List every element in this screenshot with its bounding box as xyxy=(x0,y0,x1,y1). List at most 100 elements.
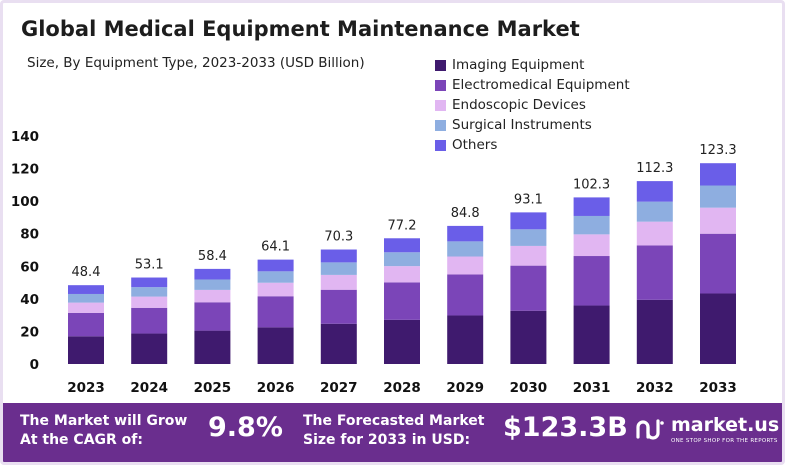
legend-swatch xyxy=(435,99,446,111)
x-tick-label: 2023 xyxy=(67,380,105,396)
bar-segment xyxy=(700,293,736,364)
bar-segment xyxy=(68,302,104,313)
x-tick-label: 2033 xyxy=(699,380,737,396)
cagr-label-line2: At the CAGR of: xyxy=(20,432,143,448)
bar-total-label: 64.1 xyxy=(261,240,290,255)
brand-name: market.us xyxy=(671,414,780,436)
bar-segment xyxy=(636,221,673,246)
bar-segment xyxy=(68,336,104,364)
bar-segment xyxy=(510,310,547,364)
bar-segment xyxy=(131,287,168,297)
bar-segment xyxy=(257,282,294,297)
bar-segment xyxy=(573,197,610,216)
y-tick-label: 0 xyxy=(30,357,39,373)
bar-segment xyxy=(194,279,231,290)
bar-total-label: 112.3 xyxy=(636,161,673,176)
x-tick-label: 2025 xyxy=(194,380,232,396)
bar-segment xyxy=(257,327,294,364)
bar-segment xyxy=(320,323,357,364)
footer-banner: The Market will Grow At the CAGR of: 9.8… xyxy=(3,403,782,462)
stacked-bar-chart: 0 20 40 60 80 100 120 140 48.4 2023 53.1 2024 58.4 20… xyxy=(11,129,737,396)
bar-segment xyxy=(320,249,357,263)
forecast-value: $123.3B xyxy=(503,412,628,443)
forecast-label-line2: Size for 2033 in USD: xyxy=(303,432,471,448)
y-tick-label: 40 xyxy=(20,292,39,308)
legend-label: Electromedical Equipment xyxy=(452,77,630,93)
bar-segment xyxy=(194,302,231,331)
chart-legend: Imaging Equipment Electromedical Equipmen… xyxy=(435,55,630,155)
bar-segment xyxy=(700,233,736,294)
bar-segment xyxy=(510,212,547,230)
legend-item: Endoscopic Devices xyxy=(435,95,630,115)
legend-item: Others xyxy=(435,135,630,155)
legend-label: Surgical Instruments xyxy=(452,117,592,133)
bar-segment xyxy=(573,215,610,235)
bar-segment xyxy=(447,274,484,316)
bar-segment xyxy=(447,256,484,275)
bar-segment xyxy=(131,307,168,334)
x-tick-label: 2030 xyxy=(510,380,548,396)
bar-segment xyxy=(510,229,547,246)
market-us-logo-icon xyxy=(636,419,664,440)
brand-tagline: ONE STOP SHOP FOR THE REPORTS xyxy=(671,438,778,444)
bar-total-label: 77.2 xyxy=(388,218,417,233)
bar-total-label: 70.3 xyxy=(324,230,353,245)
bar-segment xyxy=(700,163,736,186)
bar-segment xyxy=(510,245,547,266)
legend-label: Imaging Equipment xyxy=(452,57,585,73)
x-tick-label: 2027 xyxy=(320,380,358,396)
bar-segment xyxy=(194,330,231,364)
bar-segment xyxy=(573,234,610,257)
bar-total-label: 58.4 xyxy=(198,249,227,264)
x-tick-label: 2029 xyxy=(446,380,484,396)
bar-segment xyxy=(131,296,168,308)
bar-segment xyxy=(384,266,420,283)
bar-segment xyxy=(447,241,484,257)
legend-swatch xyxy=(435,119,446,131)
bar-segment xyxy=(131,333,168,364)
y-tick-label: 20 xyxy=(20,324,39,340)
y-tick-label: 100 xyxy=(11,194,39,210)
y-tick-label: 60 xyxy=(20,259,39,275)
bar-segment xyxy=(636,245,673,300)
bar-segment xyxy=(131,277,168,288)
bar-segment xyxy=(384,282,420,320)
bar-segment xyxy=(384,319,420,364)
bar-total-label: 48.4 xyxy=(72,265,101,280)
bar-segment xyxy=(257,259,294,272)
bar-segment xyxy=(257,296,294,328)
bar-segment xyxy=(320,274,357,290)
legend-swatch xyxy=(435,59,446,71)
x-tick-label: 2026 xyxy=(257,380,295,396)
chart-title: Global Medical Equipment Maintenance Mar… xyxy=(21,17,580,41)
bar-segment xyxy=(700,185,736,208)
bar-segment xyxy=(257,271,294,283)
bar-segment xyxy=(447,225,484,242)
y-tick-label: 120 xyxy=(11,162,39,178)
x-tick-label: 2028 xyxy=(383,380,421,396)
legend-swatch xyxy=(435,139,446,151)
bar-segment xyxy=(573,256,610,306)
bar-segment xyxy=(636,201,673,222)
forecast-label: The Forecasted Market Size for 2033 in U… xyxy=(303,412,484,450)
x-tick-label: 2031 xyxy=(573,380,611,396)
bar-segment xyxy=(194,289,231,303)
forecast-label-line1: The Forecasted Market xyxy=(303,413,485,429)
bar-segment xyxy=(68,312,104,337)
bar-segment xyxy=(68,293,104,303)
bar-segment xyxy=(447,315,484,364)
bar-segment xyxy=(194,268,231,280)
bar-segment xyxy=(573,305,610,364)
cagr-label-line1: The Market will Grow xyxy=(20,413,188,429)
legend-item: Electromedical Equipment xyxy=(435,75,630,95)
bar-segment xyxy=(636,181,673,202)
bar-total-label: 123.3 xyxy=(699,143,736,158)
legend-label: Endoscopic Devices xyxy=(452,97,586,113)
bar-total-label: 53.1 xyxy=(135,258,164,273)
bar-segment xyxy=(636,299,673,364)
legend-swatch xyxy=(435,79,446,91)
y-tick-label: 140 xyxy=(11,129,39,145)
cagr-label: The Market will Grow At the CAGR of: xyxy=(20,412,187,450)
cagr-value: 9.8% xyxy=(208,412,283,443)
x-tick-label: 2032 xyxy=(636,380,674,396)
